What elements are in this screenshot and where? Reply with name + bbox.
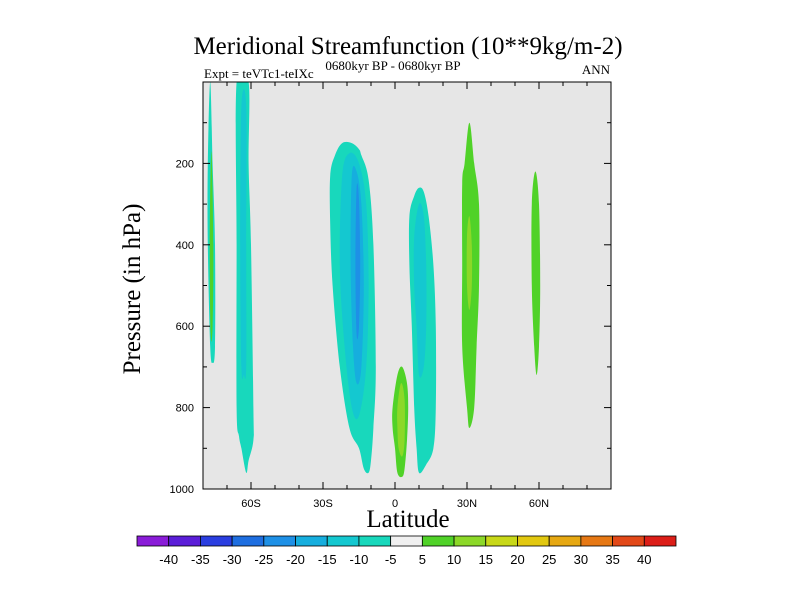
colorbar-swatch — [421, 535, 455, 547]
contour-cell-e-inner — [413, 203, 427, 378]
colorbar-swatch — [200, 535, 233, 547]
colorbar-swatch — [136, 535, 170, 547]
colorbar-label: -25 — [254, 552, 273, 567]
contour-cell-f-inner — [466, 216, 473, 310]
contour-features — [207, 82, 541, 478]
colorbar-label: -40 — [159, 552, 178, 567]
colorbar: -40 -35 -30 -25 -20 -15 -10 -5 5 10 15 20 25 30 35 40 — [136, 535, 677, 567]
colorbar-label: 40 — [637, 552, 651, 567]
x-tick-label: 0 — [392, 498, 398, 510]
colorbar-swatch — [517, 535, 550, 547]
colorbar-swatch — [485, 535, 518, 547]
x-axis-label: Latitude — [366, 506, 449, 533]
subtitle-season: ANN — [582, 62, 611, 77]
contour-cell-a-inner — [209, 151, 214, 342]
y-tick-label: 200 — [176, 158, 194, 170]
colorbar-label: -30 — [223, 552, 242, 567]
colorbar-swatch — [580, 535, 613, 547]
colorbar-label: 25 — [542, 552, 556, 567]
chart-title: Meridional Streamfunction (10**9kg/m-2) — [193, 33, 622, 60]
y-tick-label: 600 — [176, 321, 194, 333]
contour-cell-c-inner3 — [355, 183, 361, 340]
subtitle-period: 0680kyr BP - 0680kyr BP — [325, 58, 460, 73]
colorbar-swatch — [548, 535, 582, 547]
colorbar-label: 30 — [574, 552, 588, 567]
subtitle-expt: Expt = teVTc1-teIXc — [204, 66, 314, 81]
colorbar-swatch — [295, 535, 328, 547]
colorbar-label: 20 — [510, 552, 524, 567]
x-tick-label: 30S — [313, 498, 333, 510]
contour-cell-b-inner — [240, 89, 247, 380]
colorbar-swatch — [358, 535, 392, 547]
y-tick-label: 400 — [176, 240, 194, 252]
colorbar-swatch — [263, 535, 296, 547]
y-axis-label: Pressure (in hPa) — [119, 204, 146, 375]
contour-cell-d-inner — [397, 383, 405, 457]
colorbar-label: 15 — [479, 552, 493, 567]
colorbar-swatch — [612, 535, 645, 547]
colorbar-swatch — [326, 535, 360, 547]
colorbar-swatch — [231, 535, 265, 547]
colorbar-swatch — [453, 535, 487, 547]
colorbar-swatch — [643, 535, 677, 547]
colorbar-label: 35 — [605, 552, 619, 567]
colorbar-swatch — [168, 535, 201, 547]
colorbar-label: -10 — [350, 552, 369, 567]
x-tick-label: 60S — [241, 498, 261, 510]
y-tick-label: 800 — [176, 403, 194, 415]
x-tick-label: 60N — [529, 498, 549, 510]
colorbar-label: -5 — [385, 552, 397, 567]
colorbar-label: -20 — [286, 552, 305, 567]
y-tick-label: 1000 — [170, 484, 194, 496]
colorbar-label: -35 — [191, 552, 210, 567]
x-tick-label: 30N — [457, 498, 477, 510]
colorbar-label: 10 — [447, 552, 461, 567]
colorbar-swatch — [390, 535, 423, 547]
colorbar-label: -15 — [318, 552, 337, 567]
axes: 60S 30S 0 30N 60N 200 400 600 800 1000 — [170, 81, 612, 510]
contour-cell-g — [531, 171, 541, 375]
colorbar-label: 5 — [419, 552, 426, 567]
